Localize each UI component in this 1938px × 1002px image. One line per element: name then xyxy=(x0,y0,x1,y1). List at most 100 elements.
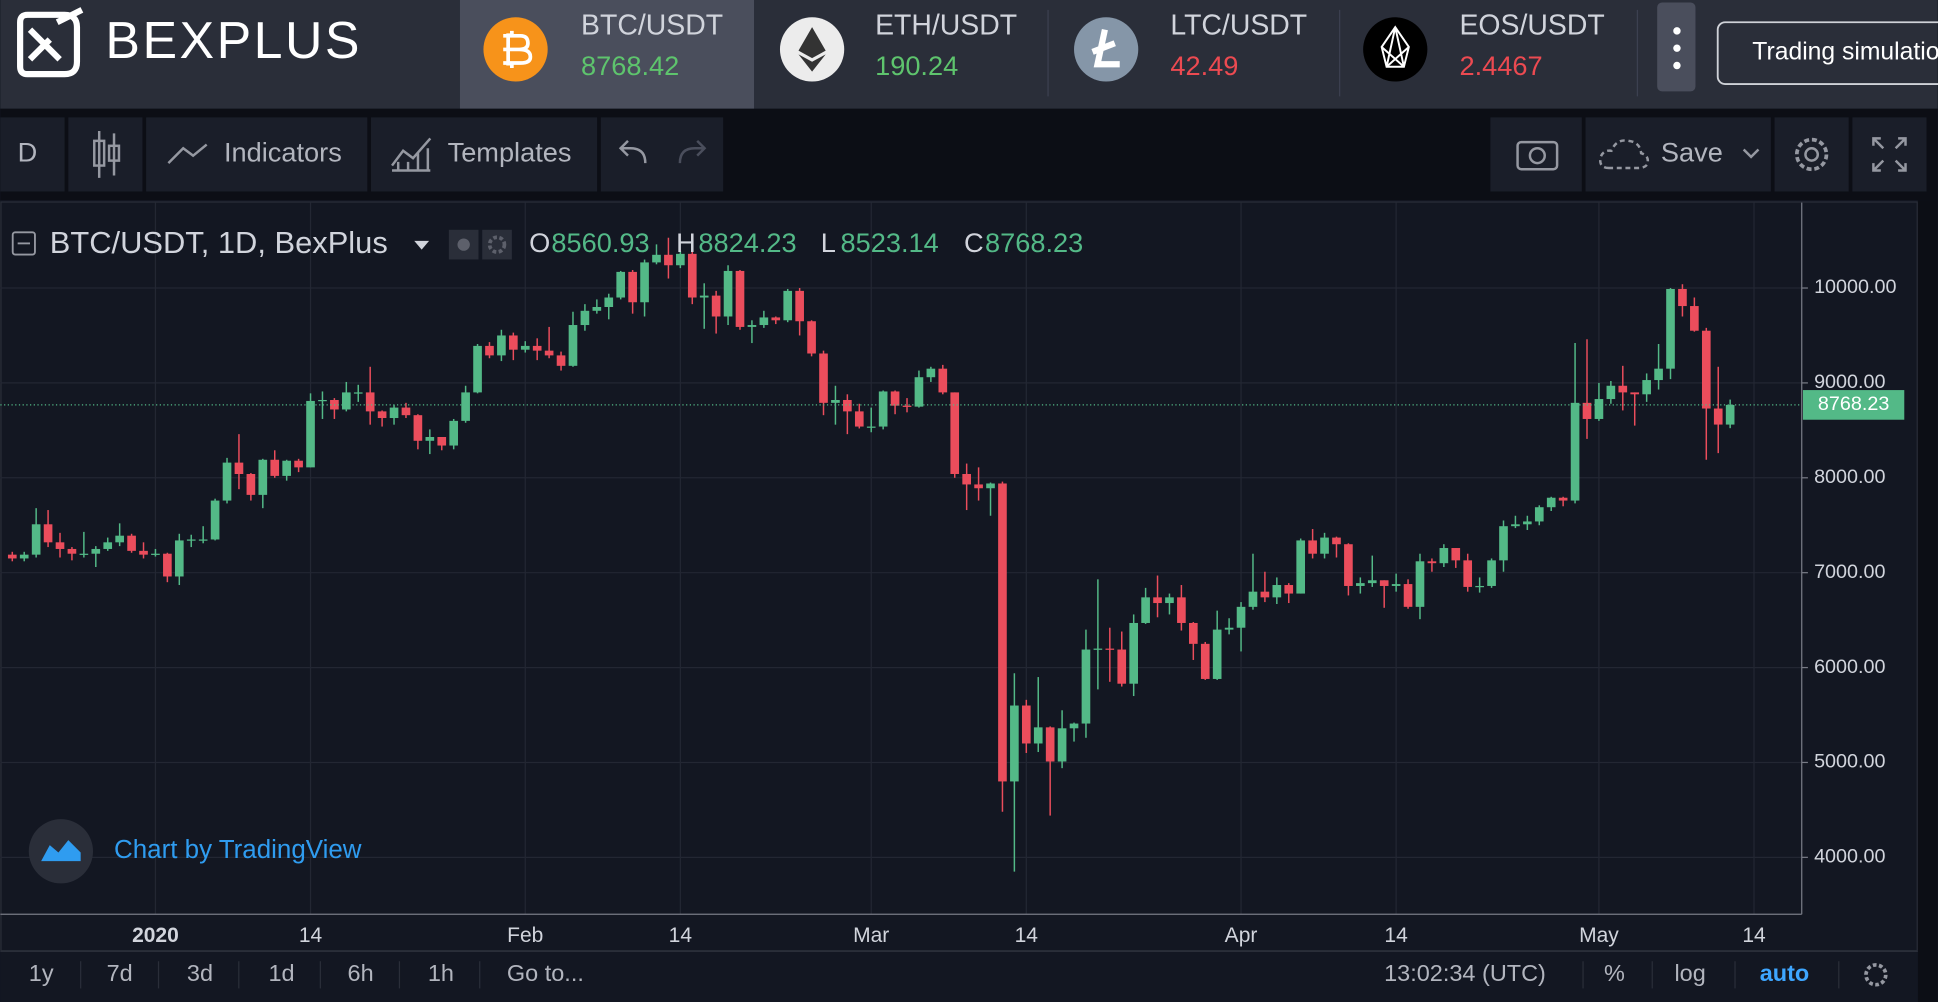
candle-body xyxy=(652,254,661,263)
candle-body xyxy=(1212,629,1222,679)
candle-body xyxy=(1177,597,1186,623)
button-label: Trading simulation xyxy=(1752,39,1938,66)
candle-body xyxy=(1367,580,1377,584)
candle-body xyxy=(807,321,816,354)
range-button[interactable]: 6h xyxy=(348,960,374,986)
candle-body xyxy=(79,553,89,555)
range-button[interactable]: 3d xyxy=(187,960,213,986)
ticker[interactable]: ETH/USDT 190.24 xyxy=(779,10,1017,82)
templates-label: Templates xyxy=(448,137,572,168)
range-button[interactable]: 1y xyxy=(29,960,54,986)
ticker-price: 42.49 xyxy=(1170,50,1238,81)
candle-body xyxy=(389,407,399,419)
candle-body xyxy=(1236,606,1246,628)
candle-body xyxy=(1487,560,1496,586)
settings-button[interactable] xyxy=(1774,117,1849,192)
candle-body xyxy=(604,297,614,307)
undo-icon[interactable] xyxy=(618,139,647,164)
candle-icon xyxy=(97,130,116,178)
templates-icon xyxy=(391,137,432,172)
indicators-button[interactable] xyxy=(146,117,368,192)
candle-body xyxy=(1630,392,1640,395)
candle-body xyxy=(43,524,53,543)
logo[interactable]: BEXPLUS xyxy=(17,7,362,78)
ohlc-key: O xyxy=(529,227,550,258)
candle-body xyxy=(592,306,602,311)
ticker[interactable]: LTC/USDT 42.49 xyxy=(1074,10,1307,82)
candle-body xyxy=(1690,306,1699,331)
candle-body xyxy=(1117,649,1127,684)
candle-body xyxy=(520,345,530,350)
logo-icon xyxy=(17,7,84,78)
fullscreen-button[interactable] xyxy=(1852,117,1927,192)
symbol-title[interactable]: BTC/USDT, 1D, BexPlus xyxy=(50,225,388,260)
candle-body xyxy=(914,377,924,407)
ltc-glyph xyxy=(1091,29,1120,68)
candle-body xyxy=(1308,540,1317,554)
screenshot-button[interactable] xyxy=(1490,117,1582,192)
eye-icon xyxy=(457,238,470,251)
chart-frame xyxy=(0,201,1918,952)
candle-body xyxy=(890,391,900,406)
ticker[interactable]: EOS/USDT 2.4467 xyxy=(1363,10,1605,82)
candle-body xyxy=(711,295,721,317)
range-button[interactable]: 1d xyxy=(268,960,294,986)
candle-body xyxy=(723,270,733,317)
candle-body xyxy=(950,392,960,475)
candle-body xyxy=(67,548,77,554)
tradingview-watermark[interactable]: Chart by TradingView xyxy=(28,819,362,884)
auto-toggle[interactable]: auto xyxy=(1760,960,1810,986)
settings-small-button[interactable] xyxy=(482,229,512,260)
candle-body xyxy=(747,325,757,327)
range-button[interactable]: 1h xyxy=(428,960,454,986)
trading-simulation-button[interactable]: Trading simulation xyxy=(1716,21,1938,85)
candle-body xyxy=(1069,723,1079,729)
candle-body xyxy=(1475,585,1484,588)
symbol-dropdown[interactable] xyxy=(414,240,430,250)
candle-body xyxy=(151,553,160,555)
cloud-icon xyxy=(1598,139,1650,170)
candle-body xyxy=(294,460,303,468)
x-tick-label: 14 xyxy=(1742,924,1766,947)
redo-icon[interactable] xyxy=(678,139,707,164)
candle-body xyxy=(1165,597,1174,604)
candle-body xyxy=(282,460,291,476)
candle-body xyxy=(1511,524,1520,527)
candle-body xyxy=(759,317,769,326)
candle-body xyxy=(1284,585,1294,594)
candle-body xyxy=(55,542,65,549)
candle-body xyxy=(1558,497,1568,501)
y-tick-label: 6000.00 xyxy=(1814,656,1885,678)
goto-button[interactable]: Go to... xyxy=(507,960,584,986)
collapse-button[interactable] xyxy=(11,231,36,256)
candle-body xyxy=(783,290,793,321)
footer-settings[interactable] xyxy=(1864,963,1888,987)
candle-body xyxy=(306,400,315,468)
range-button[interactable]: 7d xyxy=(107,960,133,986)
chevron xyxy=(1742,148,1760,159)
y-tick-label: 9000.00 xyxy=(1814,371,1885,393)
candle-body xyxy=(413,415,423,441)
candle-body xyxy=(91,548,101,554)
candle-body xyxy=(1654,368,1663,381)
candle-body xyxy=(843,399,852,412)
x-tick-label: Feb xyxy=(507,924,543,947)
ohlc-value: 8523.14 xyxy=(841,227,939,258)
ohlc-key: L xyxy=(821,227,836,258)
candle-body xyxy=(1666,288,1675,369)
candle-body xyxy=(1415,561,1425,607)
ticker[interactable]: BTC/USDT 8768.42 xyxy=(483,10,723,82)
candle-body xyxy=(1021,705,1031,744)
percent-toggle[interactable]: % xyxy=(1604,960,1625,986)
interval-label: D xyxy=(18,137,38,168)
interval-button[interactable] xyxy=(0,117,65,192)
log-toggle[interactable]: log xyxy=(1674,960,1705,986)
more-button[interactable] xyxy=(1657,2,1696,92)
candle-body xyxy=(115,535,124,543)
save-button[interactable] xyxy=(1585,117,1771,192)
candle-body xyxy=(866,426,876,428)
ohlc-key: H xyxy=(676,227,696,258)
candle-body xyxy=(127,535,136,551)
candle-body xyxy=(210,500,220,540)
candle-body xyxy=(986,483,995,489)
